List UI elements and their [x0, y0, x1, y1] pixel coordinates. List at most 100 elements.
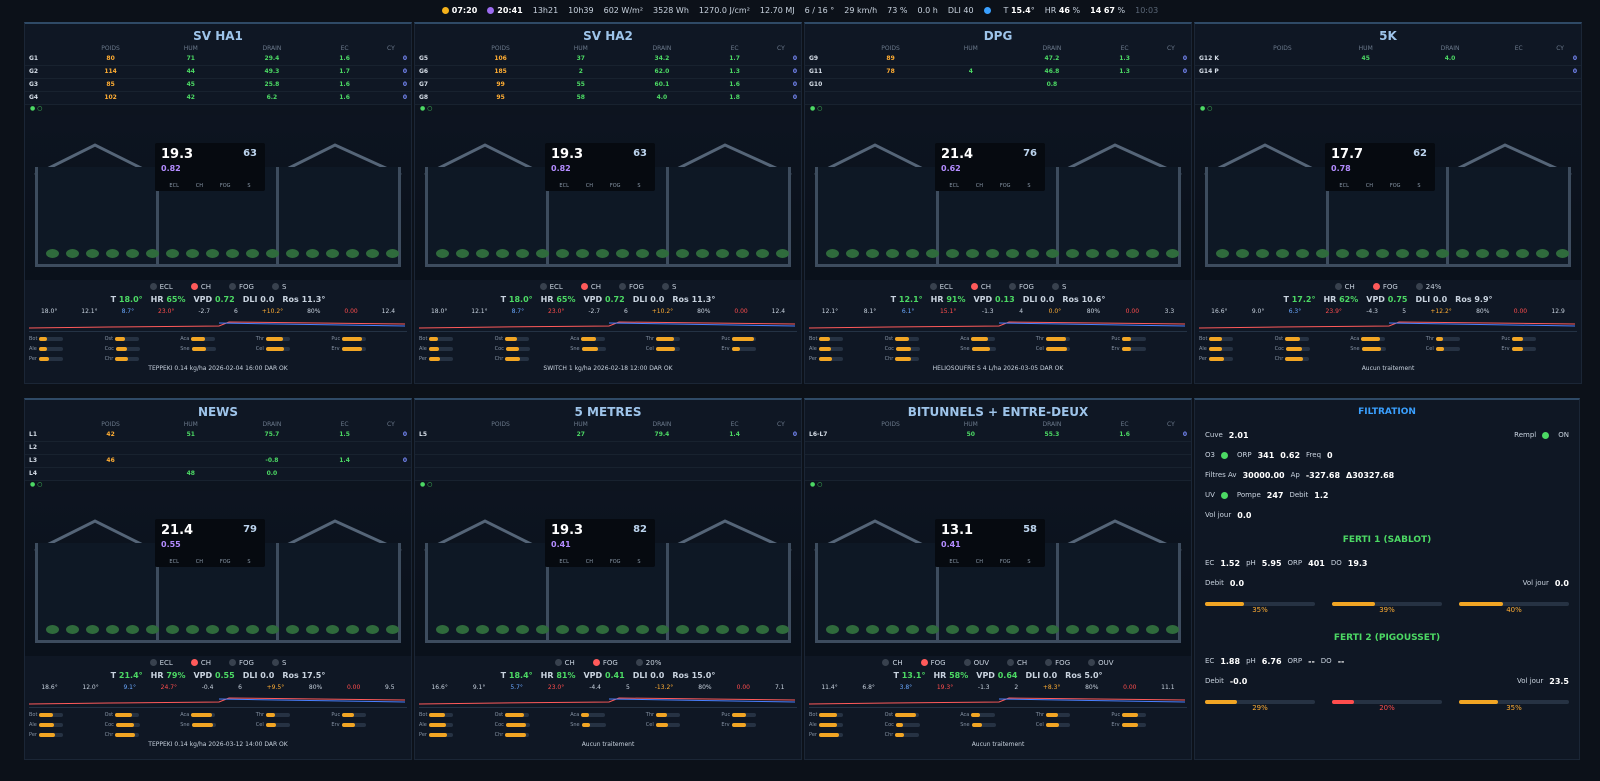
table-row[interactable] [805, 467, 1191, 481]
table-row[interactable] [805, 91, 1191, 105]
legend-item[interactable]: FOG [618, 282, 644, 291]
legend-item[interactable]: FOG [228, 282, 254, 291]
table-row[interactable] [415, 467, 801, 481]
plant-icon [1516, 248, 1529, 258]
pest-bar: Erv [1111, 720, 1187, 730]
pest-bar: Sne [570, 720, 646, 730]
legend-item[interactable]: CH [970, 282, 991, 291]
legend-item[interactable]: CH [580, 282, 601, 291]
climate-box[interactable]: 19.3 82 0.41 ECL CH FOG S [545, 518, 655, 567]
plant-icon [926, 624, 939, 634]
climate-box[interactable]: 13.1 58 0.41 ECL CH FOG S [935, 518, 1045, 567]
pest-bar: Puc [1501, 334, 1577, 344]
legend-item[interactable]: CH [190, 282, 211, 291]
legend-item[interactable]: FOG [1372, 282, 1398, 291]
pest-bar: Ale [1199, 344, 1275, 354]
legend-item[interactable]: ECL [929, 282, 953, 291]
table-row[interactable] [415, 454, 801, 468]
table-row[interactable]: L2 [25, 441, 411, 455]
climate-box[interactable]: 19.3 63 0.82 ECL CH FOG S [545, 142, 655, 191]
pest-bar: Thr [646, 334, 722, 344]
legend-item[interactable]: CH [1334, 282, 1355, 291]
climate-box[interactable]: 21.4 76 0.62 ECL CH FOG S [935, 142, 1045, 191]
status-strip: ● ○ [805, 104, 1191, 115]
table-row[interactable] [415, 441, 801, 455]
pest-bar: Thr [1426, 334, 1502, 344]
legend-item[interactable]: FOG [1008, 282, 1034, 291]
plant-icon [206, 248, 219, 258]
pest-bar: Chr [105, 354, 181, 364]
zone-table: POIDS HUM DRAIN EC CY L6-L7 50 55.3 1.6 0 [805, 420, 1191, 481]
plant-icon [676, 248, 689, 258]
plant-icon [86, 248, 99, 258]
climate-box[interactable]: 17.7 62 0.78 ECL CH FOG S [1325, 142, 1435, 191]
pest-bar: Aca [180, 334, 256, 344]
plant-icon [226, 624, 239, 634]
climate-box[interactable]: 19.3 63 0.82 ECL CH FOG S [155, 142, 265, 191]
table-row[interactable]: G4 102 42 6.2 1.6 0 [25, 91, 411, 105]
legend-item[interactable]: ECL [539, 282, 563, 291]
pest-bar: Puc [1111, 334, 1187, 344]
table-row[interactable]: L3 46 -0.8 1.4 0 [25, 454, 411, 468]
legend-item[interactable]: 20% [635, 658, 661, 667]
pest-bar: Ale [419, 344, 495, 354]
table-row[interactable]: G1 80 71 29.4 1.6 0 [25, 52, 411, 66]
table-row[interactable] [805, 454, 1191, 468]
plant-icon [656, 248, 669, 258]
table-row[interactable]: G8 95 58 4.0 1.8 0 [415, 91, 801, 105]
treatment-footer: Aucun traitement [581, 740, 635, 748]
pest-bar: Sne [570, 344, 646, 354]
table-row[interactable]: G9 89 47.2 1.3 0 [805, 52, 1191, 66]
legend-item[interactable]: S [271, 658, 286, 667]
table-row[interactable] [805, 441, 1191, 455]
table-row[interactable]: G5 106 37 34.2 1.7 0 [415, 52, 801, 66]
table-row[interactable]: G10 0.8 [805, 78, 1191, 92]
legend-item[interactable]: FOG [228, 658, 254, 667]
ferti1-bars: 35% 39% 40% [1205, 593, 1569, 623]
pest-bar: Puc [331, 710, 407, 720]
table-row[interactable]: G7 99 55 60.1 1.6 0 [415, 78, 801, 92]
table-row[interactable]: G2 114 44 49.3 1.7 0 [25, 65, 411, 79]
legend-item[interactable]: S [661, 282, 676, 291]
legend-item[interactable]: S [1051, 282, 1066, 291]
table-row[interactable]: G11 78 4 46.8 1.3 0 [805, 65, 1191, 79]
pest-bars: Bot Ost Aca Thr Puc Ale Coc Sne Cel Erv Per Chr [25, 334, 411, 364]
table-row[interactable]: L5 27 79.4 1.4 0 [415, 428, 801, 442]
legend-item[interactable]: CH [190, 658, 211, 667]
table-row[interactable] [1195, 91, 1581, 105]
table-row[interactable] [1195, 78, 1581, 92]
sparkline [418, 696, 797, 708]
legend-item[interactable]: CH [554, 658, 575, 667]
pest-bar: Puc [721, 334, 797, 344]
legend-item[interactable]: FOG [592, 658, 618, 667]
kpi-row: T 18.4° HR 81% VPD 0.41 DLI 0.0 Ros 15.0… [500, 671, 716, 680]
status-strip: ● ○ [415, 104, 801, 115]
legend-item[interactable]: S [271, 282, 286, 291]
legend-item[interactable]: FOG [1045, 658, 1070, 667]
plant-icon [1376, 248, 1389, 258]
pest-bar: Chr [105, 730, 181, 740]
table-row[interactable]: G6 185 2 62.0 1.3 0 [415, 65, 801, 79]
table-row[interactable]: L6-L7 50 55.3 1.6 0 [805, 428, 1191, 442]
legend-item[interactable]: CH [882, 658, 903, 667]
climate-box[interactable]: 21.4 79 0.55 ECL CH FOG S [155, 518, 265, 567]
legend-item[interactable]: ECL [149, 282, 173, 291]
legend-item[interactable]: OUV [963, 658, 989, 667]
pest-bar: Ost [105, 710, 181, 720]
wind-dir: 6 / 16 ° [804, 5, 835, 15]
legend-item[interactable]: CH [1007, 658, 1027, 667]
table-row[interactable]: G3 85 45 25.8 1.6 0 [25, 78, 411, 92]
legend-item[interactable]: FOG [920, 658, 946, 667]
table-row[interactable]: G12 K 45 4.0 0 [1195, 52, 1581, 66]
plant-icon [906, 248, 919, 258]
table-row[interactable]: L1 42 51 75.7 1.5 0 [25, 428, 411, 442]
pest-bar: Ale [809, 720, 885, 730]
legend-item[interactable]: 24% [1415, 282, 1441, 291]
table-row[interactable]: L4 48 0.0 [25, 467, 411, 481]
zone-panel: BITUNNELS + ENTRE-DEUX POIDS HUM DRAIN EC CY… [804, 398, 1192, 760]
plant-icon [1146, 248, 1159, 258]
legend-item[interactable]: OUV [1088, 658, 1114, 667]
moon-icon: 20:41 [487, 6, 523, 15]
legend-item[interactable]: ECL [149, 658, 173, 667]
